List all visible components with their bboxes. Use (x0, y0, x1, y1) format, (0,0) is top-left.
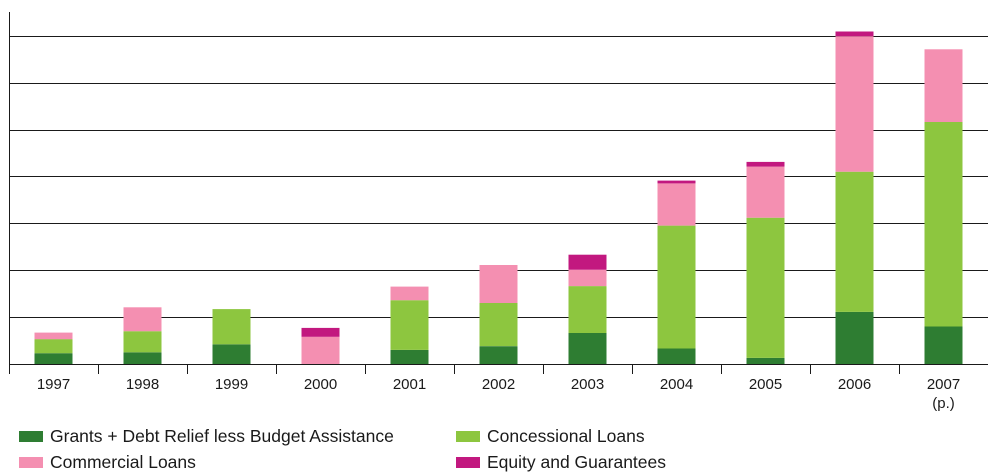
legend-swatch-equity-guarantees (456, 456, 480, 468)
x-tick-label-2004: 2004 (660, 376, 693, 393)
x-tick-label-2000: 2000 (304, 376, 337, 393)
bar-segment-2001-series-2 (390, 286, 429, 301)
bar-segment-2000-series-2 (301, 336, 340, 364)
legend-label-concessional-loans: Concessional Loans (487, 426, 645, 446)
stacked-bar-chart: 1997 1998 1999 2000 2001 2002 2003 2004 2005 2006… (9, 12, 988, 412)
bar-segment-2001-series-1 (390, 300, 429, 350)
x-tick-sublabel-2007: (p.) (932, 395, 955, 412)
bar-segment-1999-series-0 (212, 344, 251, 364)
bar-segment-2004-series-2 (657, 183, 696, 226)
legend-item-equity-guarantees: Equity and Guarantees (456, 452, 666, 472)
legend-label-commercial-loans: Commercial Loans (50, 452, 196, 472)
bar-segment-2003-series-0 (568, 333, 607, 364)
bar-segment-2005-series-1 (746, 217, 785, 358)
bar-segment-2002-series-1 (479, 303, 518, 347)
bar-segment-2006-series-0 (835, 311, 874, 364)
bar-segment-1997-series-2 (34, 332, 73, 340)
legend-item-grants: Grants + Debt Relief less Budget Assista… (19, 426, 394, 446)
bar-segment-2004-series-0 (657, 348, 696, 364)
bar-segment-2003-series-1 (568, 286, 607, 333)
bar-segment-2005-series-0 (746, 357, 785, 364)
legend-item-concessional-loans: Concessional Loans (456, 426, 645, 446)
x-tick-labels: 1997 1998 1999 2000 2001 2002 2003 2004 2005 2006… (37, 376, 960, 412)
x-tick-label-2005: 2005 (749, 376, 782, 393)
bar-segment-1998-series-2 (123, 307, 162, 332)
x-tick-label-2002: 2002 (482, 376, 515, 393)
x-tick-label-2001: 2001 (393, 376, 426, 393)
bar-segment-2002-series-0 (479, 346, 518, 364)
legend-label-equity-guarantees: Equity and Guarantees (487, 452, 667, 472)
bar-segment-1998-series-1 (123, 331, 162, 353)
x-tick-label-1998: 1998 (126, 376, 159, 393)
bar-segment-2003-series-2 (568, 269, 607, 287)
legend-item-commercial-loans: Commercial Loans (19, 452, 196, 472)
bar-segment-2007-series-0 (924, 326, 963, 364)
legend: Grants + Debt Relief less Budget Assista… (0, 424, 988, 472)
bar-segment-2004-series-3 (657, 180, 696, 184)
bar-segment-2006-series-1 (835, 171, 874, 312)
legend-label-grants: Grants + Debt Relief less Budget Assista… (50, 426, 394, 446)
bar-segment-1997-series-1 (34, 339, 73, 354)
bar-segment-1999-series-1 (212, 309, 251, 345)
x-tick-label-2003: 2003 (571, 376, 604, 393)
x-tick-label-2007: 2007 (927, 376, 960, 393)
bar-segment-2002-series-2 (479, 265, 518, 303)
bar-segment-1998-series-0 (123, 352, 162, 364)
bars (34, 31, 963, 364)
legend-swatch-commercial-loans (19, 456, 43, 468)
bar-segment-2001-series-0 (390, 349, 429, 364)
x-tick-label-1999: 1999 (215, 376, 248, 393)
bar-segment-2007-series-2 (924, 49, 963, 122)
bar-segment-2003-series-3 (568, 254, 607, 270)
x-axis (9, 364, 988, 374)
bar-segment-1997-series-0 (34, 353, 73, 364)
bar-segment-2007-series-1 (924, 122, 963, 327)
bar-segment-2006-series-2 (835, 36, 874, 172)
bar-segment-2005-series-3 (746, 161, 785, 167)
legend-swatch-grants (19, 430, 43, 442)
bar-segment-2000-series-3 (301, 327, 340, 337)
x-tick-label-2006: 2006 (838, 376, 871, 393)
bar-segment-2005-series-2 (746, 166, 785, 218)
bar-segment-2006-series-3 (835, 31, 874, 37)
x-tick-label-1997: 1997 (37, 376, 70, 393)
legend-swatch-concessional-loans (456, 430, 480, 442)
bar-segment-2004-series-1 (657, 225, 696, 349)
